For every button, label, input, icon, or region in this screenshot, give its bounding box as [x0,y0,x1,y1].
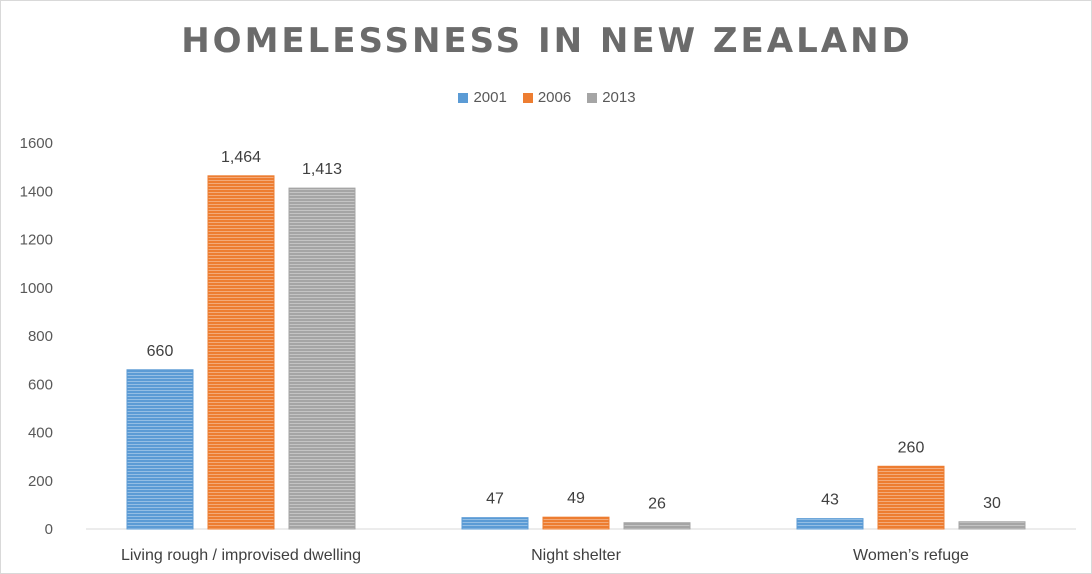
x-category-label: Night shelter [531,547,621,564]
data-label-2013: 1,413 [302,161,342,178]
y-tick-label: 1600 [20,135,53,152]
x-category-label: Women’s refuge [853,547,969,564]
y-tick-label: 0 [45,521,53,538]
legend-swatch-2006 [522,92,533,103]
y-tick-label: 1000 [20,280,53,297]
y-tick-label: 600 [28,376,53,393]
legend-item-2006: 2006 [522,89,572,106]
legend-label-2006: 2006 [537,89,572,106]
y-tick-label: 1400 [20,183,53,200]
y-tick-label: 200 [28,473,53,490]
y-tick-label: 1200 [20,232,53,249]
y-tick-label: 800 [28,328,53,345]
legend-item-2013: 2013 [587,89,636,106]
bar-2006 [207,175,275,530]
legend: 2001 2006 2013 [1,89,1092,106]
data-label-2001: 47 [486,491,504,508]
data-label-2001: 43 [821,492,839,509]
data-label-2013: 30 [983,495,1001,512]
data-label-2006: 1,464 [221,149,261,166]
bar-2013 [288,187,356,530]
bar-2006 [877,465,945,530]
legend-label-2001: 2001 [473,89,507,106]
data-label-2001: 660 [147,343,174,360]
bar-2001 [461,517,529,530]
legend-item-2001: 2001 [458,89,507,106]
bar-2001 [126,369,194,530]
legend-swatch-2013 [587,92,598,103]
y-tick-label: 400 [28,425,53,442]
bar-2013 [623,522,691,530]
bar-2013 [958,521,1026,530]
x-category-label: Living rough / improvised dwelling [121,547,361,564]
data-label-2006: 260 [898,439,925,456]
chart-title: HOMELESSNESS IN NEW ZEALAND [181,21,913,61]
legend-swatch-2001 [458,92,469,103]
legend-label-2013: 2013 [602,89,636,106]
data-label-2006: 49 [567,490,585,507]
bar-2006 [542,516,610,530]
data-label-2013: 26 [648,496,666,513]
bar-2001 [796,518,864,530]
